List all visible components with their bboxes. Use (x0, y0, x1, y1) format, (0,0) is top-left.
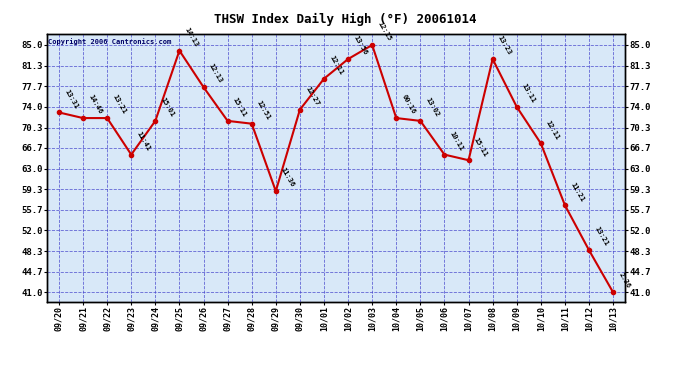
Text: 14:13: 14:13 (184, 26, 199, 48)
Text: 13:11: 13:11 (521, 82, 537, 104)
Text: THSW Index Daily High (°F) 20061014: THSW Index Daily High (°F) 20061014 (214, 13, 476, 26)
Text: 12:13: 12:13 (208, 63, 224, 84)
Text: 11:41: 11:41 (135, 130, 151, 152)
Text: 12:51: 12:51 (256, 99, 272, 121)
Text: 11:36: 11:36 (280, 167, 296, 188)
Text: 13:31: 13:31 (63, 88, 79, 110)
Text: 12:27: 12:27 (304, 86, 320, 107)
Text: 10:11: 10:11 (448, 130, 464, 152)
Text: 14:46: 14:46 (87, 94, 103, 115)
Text: 13:21: 13:21 (593, 226, 609, 248)
Text: 15:11: 15:11 (232, 97, 248, 118)
Text: 00:16: 00:16 (400, 94, 416, 115)
Text: 11:21: 11:21 (569, 181, 585, 203)
Text: 13:23: 13:23 (497, 35, 513, 56)
Text: 12:11: 12:11 (328, 54, 344, 76)
Text: 13:02: 13:02 (424, 97, 440, 118)
Text: 13:56: 13:56 (352, 35, 368, 56)
Text: 12:15: 12:15 (376, 21, 392, 42)
Text: 13:21: 13:21 (111, 94, 127, 115)
Text: 12:11: 12:11 (545, 119, 561, 141)
Text: 2:36: 2:36 (618, 272, 631, 290)
Text: 15:11: 15:11 (473, 136, 489, 158)
Text: Copyright 2006 Cantronics.com: Copyright 2006 Cantronics.com (48, 38, 171, 45)
Text: 15:01: 15:01 (159, 97, 175, 118)
